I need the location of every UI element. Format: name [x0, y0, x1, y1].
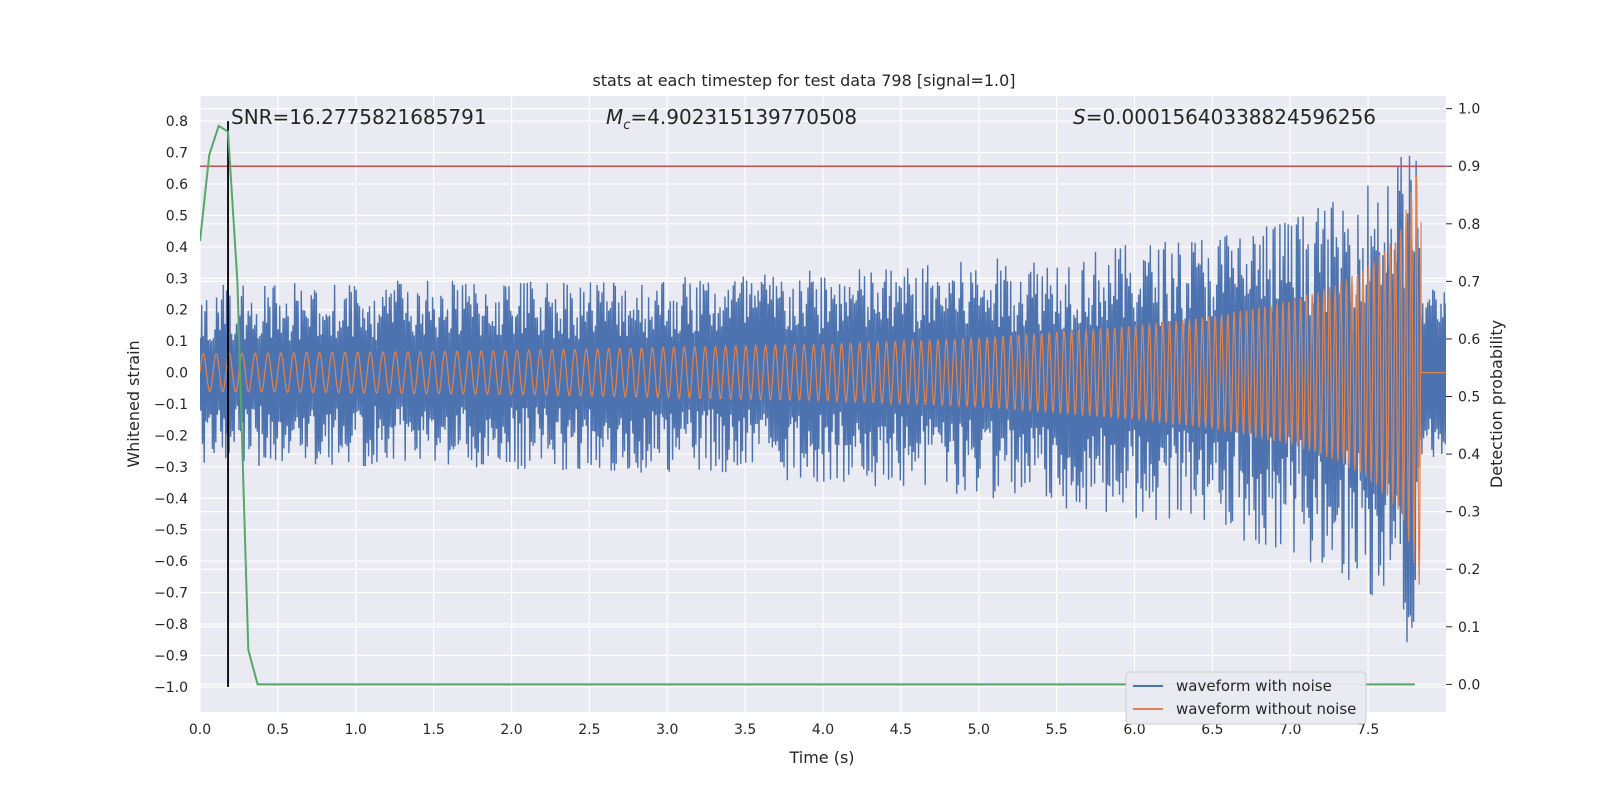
legend: waveform with noise waveform without noi…	[1125, 671, 1367, 725]
snr-annotation: SNR=16.2775821685791	[231, 105, 487, 129]
x-tick-label: 7.5	[1357, 722, 1379, 738]
x-tick-label: 5.5	[1045, 722, 1067, 738]
chirp-mass-annotation: Mc=4.902315139770508	[606, 105, 857, 133]
x-tick-label: 0.5	[267, 722, 289, 738]
right-tick-label: 0.9	[1458, 159, 1480, 175]
x-tick-label: 6.0	[1123, 722, 1145, 738]
y-tick-label: 0.4	[166, 240, 188, 256]
y-tick-label: 0.6	[166, 177, 188, 193]
y-axis-right-label: Detection probability	[1487, 320, 1506, 488]
x-tick-label: 5.0	[968, 722, 990, 738]
right-axis-ticks: 1.0 0.9 0.8 0.7 0.6 0.5 0.4 0.3 0.2 0.1 0.0	[1446, 102, 1480, 693]
x-tick-label: 4.0	[812, 722, 834, 738]
y-tick-label: 0.5	[166, 208, 188, 224]
right-tick-label: 0.3	[1458, 505, 1480, 521]
x-tick-label: 2.0	[500, 722, 522, 738]
y-tick-label: 0.8	[166, 114, 188, 130]
x-tick-label: 2.5	[578, 722, 600, 738]
y-tick-label: 0.3	[166, 271, 188, 287]
y-tick-label: −0.9	[154, 648, 188, 664]
x-axis-label: Time (s)	[788, 748, 854, 767]
series-waveform-without-noise	[200, 175, 1446, 585]
right-tick-label: 0.1	[1458, 620, 1480, 636]
right-tick-label: 0.4	[1458, 447, 1480, 463]
y-tick-label: 0.7	[166, 146, 188, 162]
series-waveform-with-noise	[200, 155, 1446, 643]
y-tick-label: 0.2	[166, 303, 188, 319]
series-detection-probability	[200, 124, 1415, 686]
y-axis-ticks: 0.8 0.7 0.6 0.5 0.4 0.3 0.2 0.1 0.0 −0.1 −0.2 −0.3 −…	[154, 114, 188, 696]
x-tick-label: 0.0	[189, 722, 211, 738]
x-tick-label: 1.5	[422, 722, 444, 738]
right-tick-label: 0.6	[1458, 332, 1480, 348]
legend-box	[1125, 671, 1367, 725]
right-tick-label: 0.8	[1458, 217, 1480, 233]
x-tick-label: 3.0	[656, 722, 678, 738]
y-axis-label: Whitened strain	[124, 340, 143, 467]
right-tick-label: 0.2	[1458, 562, 1480, 578]
chart-title: stats at each timestep for test data 798…	[592, 71, 1015, 90]
y-tick-label: −0.6	[154, 554, 188, 570]
x-tick-label: 6.5	[1201, 722, 1223, 738]
right-tick-label: 0.7	[1458, 274, 1480, 290]
right-tick-label: 0.0	[1458, 677, 1480, 693]
legend-label-clean: waveform without noise	[1176, 700, 1356, 718]
y-tick-label: −0.3	[154, 460, 188, 476]
right-tick-label: 0.5	[1458, 390, 1480, 406]
x-tick-label: 7.0	[1279, 722, 1301, 738]
significance-annotation: S=0.00015640338824596256	[1073, 105, 1376, 129]
y-tick-label: −0.5	[154, 523, 188, 539]
y-tick-label: −0.2	[154, 428, 188, 444]
x-tick-label: 4.5	[890, 722, 912, 738]
legend-label-noise: waveform with noise	[1176, 677, 1332, 695]
y-tick-label: 0.0	[166, 366, 188, 382]
y-tick-label: 0.1	[166, 334, 188, 350]
y-tick-label: −0.1	[154, 397, 188, 413]
y-tick-label: −1.0	[154, 680, 188, 696]
right-tick-label: 1.0	[1458, 102, 1480, 118]
y-tick-label: −0.4	[154, 491, 188, 507]
x-tick-label: 3.5	[734, 722, 756, 738]
y-tick-label: −0.7	[154, 586, 188, 602]
x-tick-label: 1.0	[345, 722, 367, 738]
x-axis-ticks: 0.0 0.5 1.0 1.5 2.0 2.5 3.0 3.5 4.0 4.5 5.0 5.5 6.0 6…	[189, 722, 1379, 738]
y-tick-label: −0.8	[154, 617, 188, 633]
